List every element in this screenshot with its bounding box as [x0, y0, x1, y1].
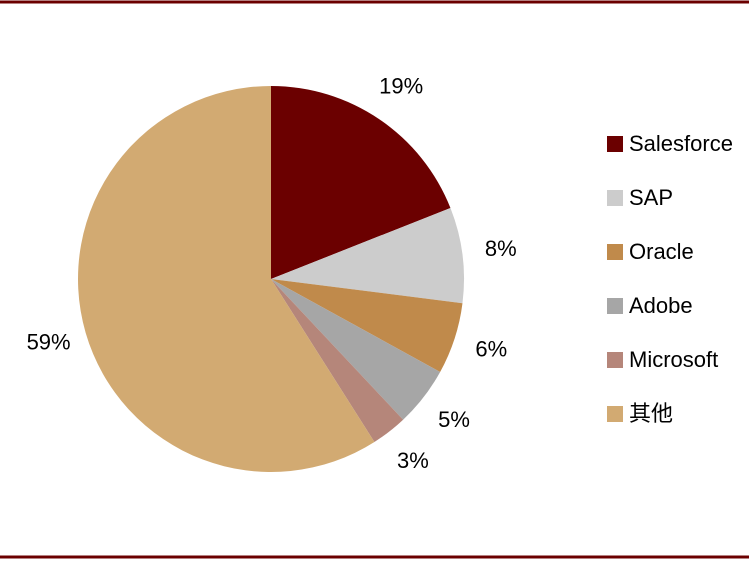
- pie-slice: [271, 207, 464, 304]
- pie-slice: [271, 279, 441, 420]
- pie-slice: [271, 279, 404, 442]
- legend-label: Adobe: [629, 293, 693, 318]
- legend-label: SAP: [629, 185, 673, 210]
- legend-label: Oracle: [629, 239, 694, 264]
- data-label: 6%: [475, 336, 507, 361]
- legend-label: Salesforce: [629, 131, 733, 156]
- legend-label: 其他: [629, 401, 673, 426]
- legend-swatch: [607, 190, 623, 206]
- legend-swatch: [607, 352, 623, 368]
- data-label: 3%: [397, 448, 429, 473]
- legend-swatch: [607, 406, 623, 422]
- data-label: 59%: [27, 329, 71, 354]
- legend-label: Microsoft: [629, 347, 718, 372]
- pie-slice: [77, 86, 375, 472]
- legend-swatch: [607, 136, 623, 152]
- data-label: 5%: [438, 407, 470, 432]
- legend-swatch: [607, 244, 623, 260]
- pie-slice: [271, 279, 463, 372]
- data-label: 19%: [379, 73, 423, 98]
- data-label: 8%: [485, 236, 517, 261]
- legend-swatch: [607, 298, 623, 314]
- pie-slice: [271, 86, 451, 279]
